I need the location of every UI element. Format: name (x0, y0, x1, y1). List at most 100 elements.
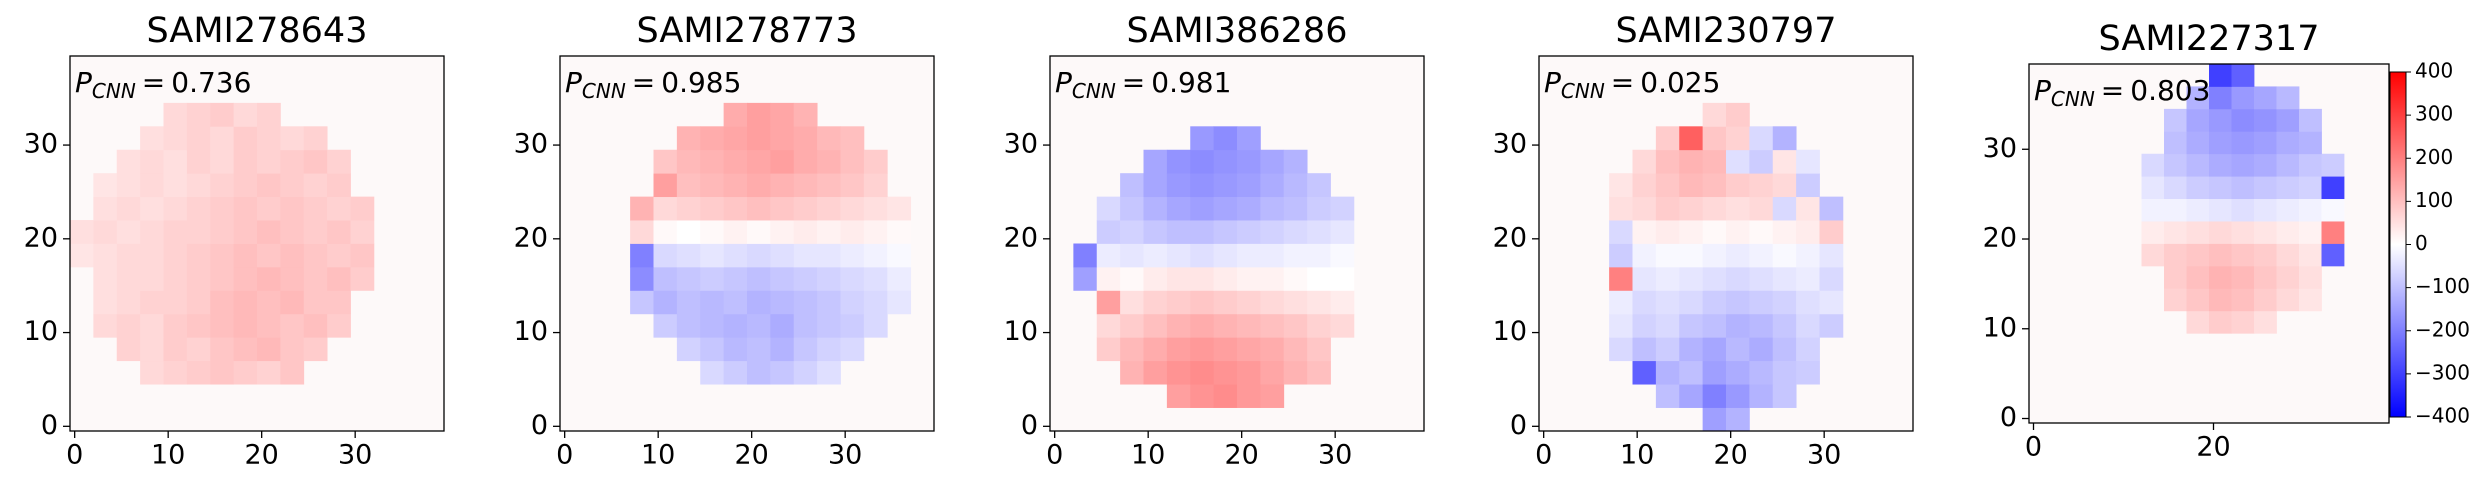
heatmap-cell (280, 360, 305, 385)
heatmap-cell (233, 266, 258, 291)
heatmap-cell (770, 266, 795, 291)
heatmap-cell (116, 149, 141, 174)
heatmap-cell (303, 313, 328, 338)
heatmap-cell (1283, 360, 1308, 385)
heatmap-cell (1632, 290, 1657, 315)
heatmap-cell (1213, 360, 1238, 385)
heatmap-cell (770, 360, 795, 385)
heatmap-cell (1726, 384, 1750, 408)
heatmap-cell (1237, 290, 1261, 315)
heatmap-cell (2299, 153, 2322, 177)
x-tick-label: 20 (1224, 440, 1258, 471)
heatmap-cell (630, 220, 654, 244)
heatmap-cell (2321, 221, 2345, 244)
panel-title: SAMI386286 (1127, 11, 1348, 51)
y-tick-label: 20 (1004, 222, 1038, 253)
heatmap-cell (1796, 266, 1820, 291)
heatmap-cell (863, 290, 888, 315)
heatmap-cell (817, 173, 841, 198)
annotation: PCNN = 0.736 (75, 66, 251, 103)
heatmap-cell (1213, 173, 1238, 198)
heatmap-cell (1726, 243, 1750, 268)
heatmap-cell (1237, 149, 1261, 174)
heatmap-cell (1283, 243, 1308, 268)
heatmap-cell (1702, 220, 1727, 244)
heatmap-cell (2209, 64, 2232, 87)
annotation-subscript: CNN (1561, 79, 1605, 103)
heatmap-cell (863, 220, 888, 244)
heatmap-cell (2209, 176, 2232, 200)
heatmap-cell (1283, 266, 1308, 291)
heatmap-cell (700, 266, 725, 291)
heatmap-cell (140, 173, 164, 198)
x-tick-label: 30 (1318, 440, 1352, 471)
heatmap-cell (233, 243, 258, 268)
heatmap-cell (2276, 243, 2300, 267)
heatmap-cell (1190, 337, 1215, 362)
y-tick-label: 30 (514, 129, 548, 160)
heatmap-cell (1726, 290, 1750, 315)
x-tick-label: 0 (1535, 440, 1552, 471)
heatmap-cell (1655, 360, 1680, 385)
heatmap-cell (723, 149, 748, 174)
heatmap-cell (140, 149, 164, 174)
heatmap-cell (280, 220, 305, 244)
heatmap-cell (747, 173, 771, 198)
heatmap-cell (2186, 131, 2210, 155)
heatmap-cell (1772, 266, 1797, 291)
heatmap-cell (1749, 313, 1774, 338)
heatmap-cell (280, 313, 305, 338)
heatmap-cell (1096, 313, 1121, 338)
heatmap-cell (770, 337, 795, 362)
heatmap-cell (1726, 407, 1750, 432)
heatmap-cell (257, 220, 281, 244)
heatmap-cell (793, 173, 818, 198)
heatmap-cell (1213, 220, 1238, 244)
heatmap-cell (2209, 265, 2232, 289)
heatmap-cell (2254, 243, 2277, 267)
heatmap-cell (1307, 196, 1331, 221)
heatmap-cell (2141, 153, 2165, 177)
heatmap-cell (723, 337, 748, 362)
heatmap-cell (676, 266, 701, 291)
heatmap-cell (280, 266, 305, 291)
heatmap-cell (1772, 196, 1797, 221)
heatmap-cell (700, 173, 725, 198)
heatmap-cell (1679, 220, 1704, 244)
heatmap-cell (280, 290, 305, 315)
heatmap-cell (2209, 243, 2232, 267)
annotation-value: 0.985 (661, 66, 741, 99)
heatmap-cell (1749, 149, 1774, 174)
heatmap-cell (2276, 198, 2300, 222)
heatmap-cell (840, 196, 865, 221)
heatmap-cell (70, 220, 94, 244)
heatmap-cell (2276, 265, 2300, 289)
heatmap-cell (1143, 196, 1168, 221)
heatmap-cell (327, 196, 351, 221)
y-tick-label: 0 (531, 410, 548, 441)
heatmap-cell (1166, 173, 1191, 198)
heatmap-cell (2299, 265, 2322, 289)
heatmap-cell (1307, 266, 1331, 291)
heatmap-cell (1190, 360, 1215, 385)
heatmap-cell (1655, 196, 1680, 221)
heatmap-cell (723, 266, 748, 291)
annotation-operator: = (2101, 74, 2124, 107)
heatmap-cell (1190, 313, 1215, 338)
heatmap-cell (700, 313, 725, 338)
annotation-operator: = (632, 66, 655, 99)
heatmap-cell (210, 173, 235, 198)
heatmap-cell (1260, 243, 1285, 268)
heatmap-cell (653, 243, 678, 268)
heatmap-cell (1283, 337, 1308, 362)
axes-frame (1538, 55, 1914, 432)
annotation-symbol: P (75, 66, 92, 99)
heatmap-cell (327, 220, 351, 244)
heatmap-cell (2321, 176, 2345, 200)
heatmap-cell (257, 290, 281, 315)
heatmap-cell (2321, 153, 2345, 177)
heatmap-cell (1609, 220, 1633, 244)
heatmap-cell (1120, 360, 1144, 385)
heatmap-cell (747, 102, 771, 127)
heatmap-cell (1166, 384, 1191, 408)
